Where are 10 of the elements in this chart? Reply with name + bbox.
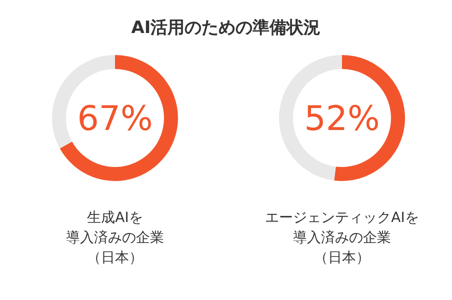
text: エージェンティックAIを xyxy=(265,210,419,226)
text: AI活用のための準備状況 xyxy=(131,18,321,38)
data-label: 67% xyxy=(77,99,153,139)
text: 生成AIを xyxy=(87,210,143,226)
donut-slice xyxy=(60,55,178,181)
text: （日本） xyxy=(87,250,143,266)
text: （日本） xyxy=(314,250,370,266)
data-label: 52% xyxy=(304,99,380,139)
text: 導入済みの企業 xyxy=(293,230,391,246)
text: 導入済みの企業 xyxy=(66,230,164,246)
